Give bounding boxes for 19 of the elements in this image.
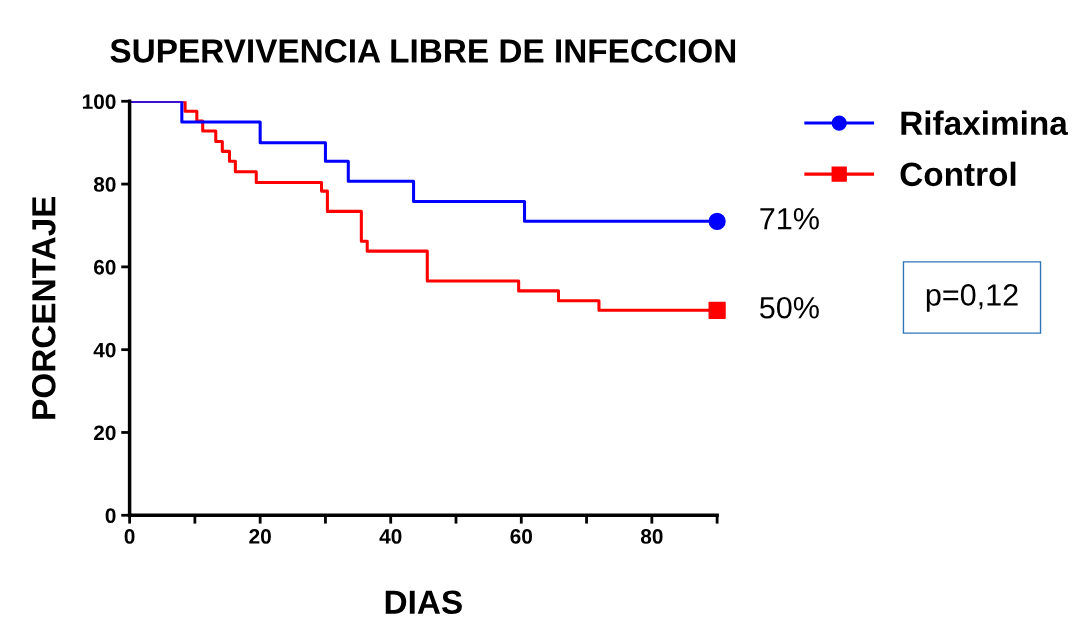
annotation: 71% [760,208,819,230]
legend-label: Control [900,161,1016,187]
chart-title: SUPERVIVENCIA LIBRE DE INFECCION [110,39,736,63]
y-tick-label: 40 [93,342,116,358]
x-tick-label: 20 [249,529,271,544]
text: p=0,12 [926,284,1018,312]
annotation: 50% [760,296,819,319]
y-tick-label: 60 [94,259,116,275]
y-tick-label: 20 [93,425,116,441]
x-tick-label: 80 [640,529,663,544]
x-tick-label: 60 [510,529,533,544]
x-tick-label: 0 [124,529,135,544]
y-tick-label: 100 [82,94,116,110]
y-tick-label: 80 [93,177,116,192]
x-tick-label: 40 [379,529,402,544]
legend-label: Rifaximina [901,110,1068,136]
x-axis-title: DIAS [385,590,462,615]
y-axis-title: PORCENTAJE [32,196,56,419]
y-tick-label: 0 [105,508,116,524]
